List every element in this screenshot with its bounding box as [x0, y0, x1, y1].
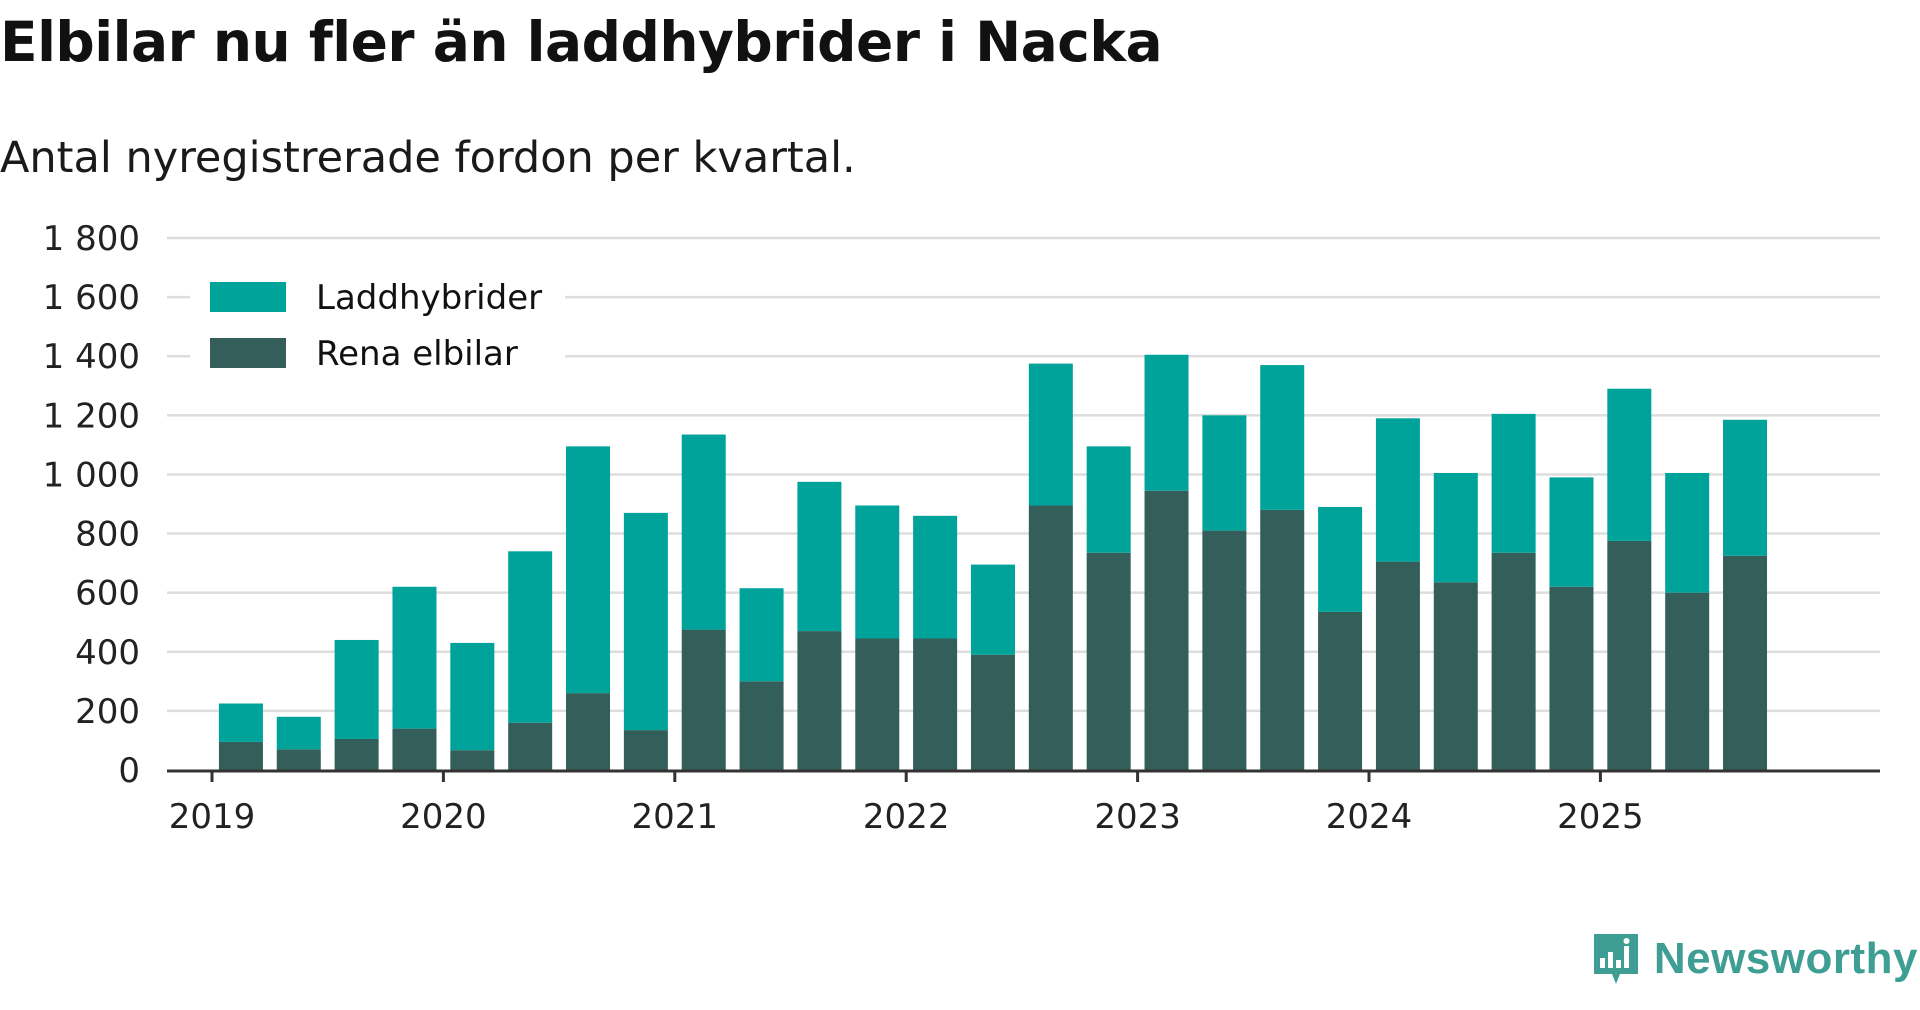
legend-label: Laddhybrider	[316, 278, 542, 318]
bar-laddhybrider	[913, 515, 958, 639]
y-tick-label: 200	[75, 692, 140, 732]
bar-laddhybrider	[1433, 472, 1478, 583]
y-tick-label: 1 600	[43, 278, 140, 318]
bar-rena-elbilar	[566, 693, 611, 770]
bar-laddhybrider	[681, 434, 726, 630]
chart-title: Elbilar nu fler än laddhybrider i Nacka	[0, 10, 1163, 74]
y-tick-label: 1 000	[43, 455, 140, 495]
bar-rena-elbilar	[970, 654, 1015, 770]
y-tick-label: 1 800	[43, 219, 140, 259]
x-tick-label: 2024	[1326, 797, 1413, 837]
bar-laddhybrider	[970, 564, 1015, 655]
bar-rena-elbilar	[392, 728, 437, 770]
bar-laddhybrider	[392, 586, 437, 729]
bar-rena-elbilar	[739, 681, 784, 770]
bar-rena-elbilar	[1144, 490, 1189, 770]
newsworthy-logo-icon	[1593, 934, 1638, 984]
bar-rena-elbilar	[1375, 561, 1420, 770]
bar-laddhybrider	[1260, 365, 1305, 510]
bar-laddhybrider	[1665, 472, 1710, 593]
x-tick-label: 2025	[1557, 797, 1644, 837]
bar-rena-elbilar	[681, 629, 726, 770]
bar-rena-elbilar	[1607, 540, 1652, 770]
bar-laddhybrider	[623, 512, 668, 731]
y-tick-label: 400	[75, 633, 140, 673]
bar-rena-elbilar	[1028, 505, 1073, 770]
bar-rena-elbilar	[1318, 611, 1363, 770]
bar-laddhybrider	[797, 481, 842, 632]
bar-rena-elbilar	[1723, 555, 1768, 770]
brand-logo: Newsworthy	[1590, 930, 1918, 988]
bar-laddhybrider	[855, 505, 900, 639]
bar-laddhybrider	[1491, 413, 1536, 553]
bar-rena-elbilar	[913, 638, 958, 770]
legend-label: Rena elbilar	[316, 334, 518, 374]
bar-rena-elbilar	[797, 631, 842, 770]
bar-laddhybrider	[508, 551, 553, 723]
bars-layer	[218, 354, 1768, 770]
y-tick-label: 1 200	[43, 396, 140, 436]
bar-laddhybrider	[450, 642, 495, 751]
x-tick-label: 2023	[1094, 797, 1181, 837]
legend-swatch	[210, 282, 286, 312]
y-tick-label: 0	[118, 751, 140, 791]
bar-rena-elbilar	[855, 638, 900, 770]
bar-rena-elbilar	[1549, 586, 1594, 770]
x-tick-label: 2022	[863, 797, 950, 837]
x-tick-label: 2021	[632, 797, 719, 837]
bar-laddhybrider	[1086, 446, 1131, 553]
bar-rena-elbilar	[1202, 530, 1247, 770]
bar-laddhybrider	[566, 446, 611, 694]
bar-laddhybrider	[1723, 419, 1768, 556]
bar-laddhybrider	[1607, 388, 1652, 541]
x-tick-label: 2020	[400, 797, 487, 837]
bar-laddhybrider	[1202, 415, 1247, 531]
bar-laddhybrider	[276, 716, 321, 750]
bar-laddhybrider	[1028, 363, 1073, 506]
y-tick-label: 600	[75, 574, 140, 614]
y-tick-label: 1 400	[43, 337, 140, 377]
bar-laddhybrider	[739, 588, 784, 682]
x-tick-label: 2019	[169, 797, 256, 837]
bar-laddhybrider	[1375, 418, 1420, 562]
bar-rena-elbilar	[218, 741, 263, 770]
bar-laddhybrider	[1144, 354, 1189, 491]
bar-laddhybrider	[334, 639, 379, 739]
brand-name: Newsworthy	[1653, 934, 1918, 983]
bar-rena-elbilar	[450, 750, 495, 770]
bar-laddhybrider	[218, 703, 263, 742]
bar-laddhybrider	[1549, 477, 1594, 587]
bar-rena-elbilar	[1086, 552, 1131, 770]
bar-rena-elbilar	[334, 738, 379, 770]
bar-rena-elbilar	[1260, 509, 1305, 770]
bar-rena-elbilar	[1665, 592, 1710, 770]
legend-swatch	[210, 338, 286, 368]
bar-rena-elbilar	[1491, 552, 1536, 770]
bar-rena-elbilar	[276, 749, 321, 770]
bar-rena-elbilar	[623, 730, 668, 770]
bar-rena-elbilar	[508, 722, 553, 770]
legend: Laddhybrider Rena elbilar	[190, 272, 565, 374]
y-tick-label: 800	[75, 515, 140, 555]
chart-subtitle: Antal nyregistrerade fordon per kvartal.	[0, 133, 856, 183]
bar-laddhybrider	[1318, 506, 1363, 612]
bar-rena-elbilar	[1433, 582, 1478, 770]
axis-layer: 0 200 400 600 800 1 000 1 200 1 400 1 600 1 800 20…	[43, 219, 1880, 837]
